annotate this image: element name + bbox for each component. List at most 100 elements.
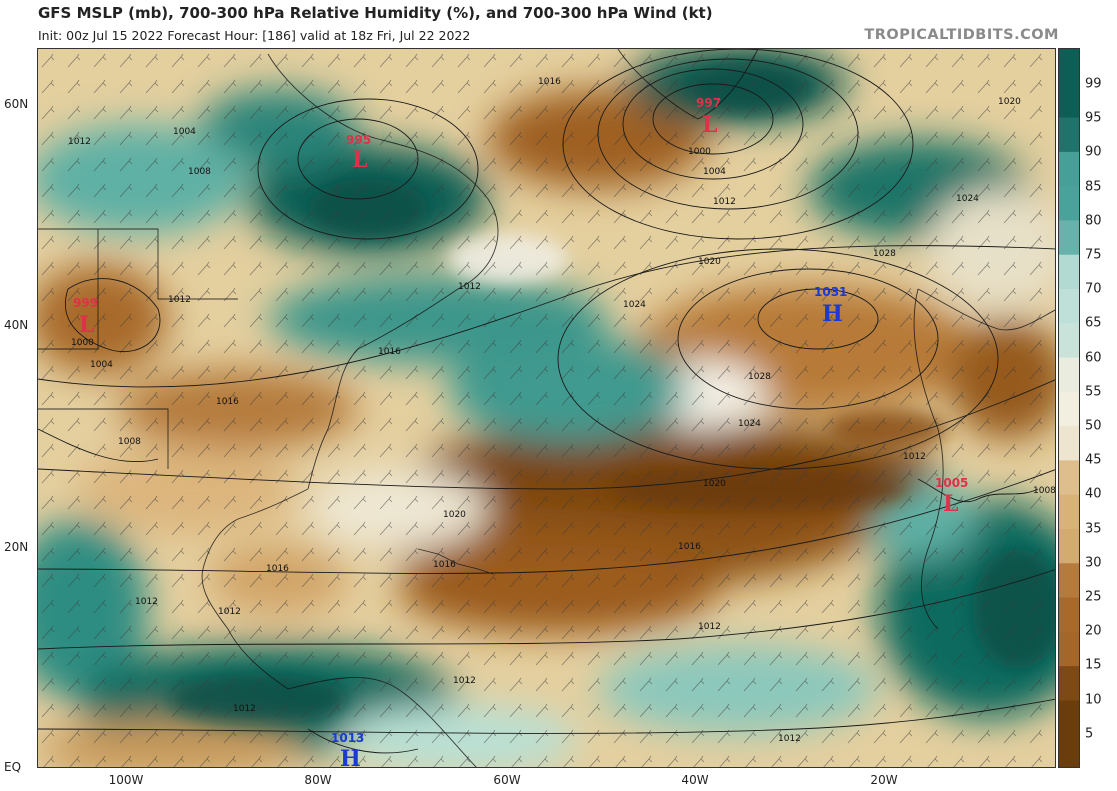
isobar-label: 1020	[443, 510, 466, 520]
svg-text:1013: 1013	[331, 731, 364, 745]
isobar-label: 1004	[703, 167, 726, 177]
isobar-label: 1004	[90, 360, 113, 370]
colorbar-swatch	[1059, 700, 1079, 736]
isobar-label: 1012	[453, 676, 476, 686]
colorbar-swatch	[1059, 460, 1079, 496]
isobar-label: 1028	[748, 372, 771, 382]
isobar-label: 1008	[188, 167, 211, 177]
colorbar-tick-label: 85	[1085, 179, 1102, 195]
colorbar-tick-label: 5	[1085, 726, 1094, 742]
colorbar-swatch	[1059, 220, 1079, 256]
colorbar-tick-label: 25	[1085, 589, 1102, 605]
isobar-label: 1024	[623, 300, 646, 310]
isobar-label: 1024	[956, 194, 979, 204]
colorbar-swatch	[1059, 186, 1079, 221]
map-title: GFS MSLP (mb), 700-300 hPa Relative Humi…	[38, 4, 713, 22]
svg-text:995: 995	[346, 133, 371, 147]
colorbar-tick-label: 65	[1085, 315, 1102, 331]
colorbar-swatch	[1059, 289, 1079, 324]
isobar-label: 1012	[135, 597, 158, 607]
pressure-center-high: 1031 H	[814, 285, 847, 327]
colorbar-tick-label: 45	[1085, 452, 1102, 468]
colorbar-swatch	[1059, 151, 1079, 187]
colorbar-tick-label: 95	[1085, 110, 1102, 126]
isobar-label: 1012	[233, 704, 256, 714]
colorbar-tick-label: 90	[1085, 144, 1102, 160]
isobar-label: 1000	[71, 338, 94, 348]
isobar-label: 1012	[698, 622, 721, 632]
isobar-label: 1012	[458, 282, 481, 292]
svg-text:1005: 1005	[935, 476, 968, 490]
colorbar-swatch	[1059, 323, 1079, 359]
humidity-field: 1012 1008 1004 1000 1004 1012 1016 1020 …	[38, 49, 1055, 768]
colorbar-tick-label: 30	[1085, 555, 1102, 571]
lon-label-100w: 100W	[108, 773, 144, 787]
isobar-label: 1012	[218, 607, 241, 617]
isobar-label: 1020	[698, 257, 721, 267]
coastlines	[38, 49, 1055, 767]
isobar-label: 1016	[378, 347, 401, 357]
isobar-label: 1012	[68, 137, 91, 147]
isobar-label: 1012	[778, 734, 801, 744]
colorbar-tick-label: 70	[1085, 281, 1102, 297]
isobar-label: 1016	[216, 397, 239, 407]
humidity-colorbar	[1058, 48, 1080, 768]
pressure-center-low: 1005 L	[935, 476, 968, 517]
pressure-center-low: 997 L	[696, 96, 721, 138]
colorbar-tick-label: 35	[1085, 521, 1102, 537]
colorbar-swatch	[1059, 83, 1079, 119]
colorbar-swatch	[1059, 254, 1079, 290]
colorbar-tick-label: 80	[1085, 213, 1102, 229]
colorbar-tick-label: 20	[1085, 623, 1102, 639]
isobar-label: 1020	[998, 97, 1021, 107]
colorbar-swatch	[1059, 597, 1079, 633]
brand-watermark: TROPICALTIDBITS.COM	[864, 27, 1059, 43]
svg-text:L: L	[352, 147, 367, 173]
weather-map: 1012 1008 1004 1000 1004 1012 1016 1020 …	[37, 48, 1056, 768]
colorbar-swatch	[1059, 357, 1079, 393]
colorbar-swatch	[1059, 529, 1079, 564]
svg-text:H: H	[340, 746, 361, 768]
colorbar-swatch	[1059, 49, 1079, 84]
lat-label-40n: 40N	[4, 318, 29, 332]
colorbar-swatch	[1059, 494, 1079, 530]
isobar-label: 1028	[873, 249, 896, 259]
svg-text:L: L	[943, 491, 958, 517]
isobar-label: 1012	[903, 452, 926, 462]
isobar-label: 1020	[703, 479, 726, 489]
lat-label-60n: 60N	[4, 97, 29, 111]
colorbar-tick-label: 99	[1085, 76, 1102, 92]
colorbar-swatch	[1059, 666, 1079, 701]
colorbar-tick-label: 10	[1085, 692, 1102, 708]
isobar-label: 1016	[538, 77, 561, 87]
colorbar-tick-label: 60	[1085, 350, 1102, 366]
map-subtitle: Init: 00z Jul 15 2022 Forecast Hour: [18…	[38, 28, 471, 43]
isobar-label: 1016	[433, 560, 456, 570]
isobar-labels: 1012 1008 1004 1000 1004 1012 1016 1020 …	[68, 77, 1055, 744]
svg-text:999: 999	[73, 296, 98, 310]
lon-label-40w: 40W	[681, 773, 709, 787]
colorbar-tick-label: 55	[1085, 384, 1102, 400]
isobar-label: 1016	[266, 564, 289, 574]
isobar-label: 1000	[688, 147, 711, 157]
isobar-label: 1024	[738, 419, 761, 429]
lon-label-20w: 20W	[870, 773, 898, 787]
pressure-center-high: 1013 H	[331, 731, 364, 768]
isobar-label: 1008	[118, 437, 141, 447]
colorbar-tick-label: 50	[1085, 418, 1102, 434]
colorbar-swatch	[1059, 391, 1079, 427]
colorbar-swatch	[1059, 563, 1079, 599]
isobar-label: 1016	[678, 542, 701, 552]
lat-label-20n: 20N	[4, 540, 29, 554]
isobar-label: 1012	[168, 295, 191, 305]
colorbar-tick-label: 40	[1085, 486, 1102, 502]
lon-label-60w: 60W	[493, 773, 521, 787]
svg-text:L: L	[79, 312, 94, 338]
svg-text:997: 997	[696, 96, 721, 110]
svg-text:1031: 1031	[814, 285, 847, 299]
pressure-center-low: 995 L	[346, 133, 371, 173]
isobar-contours	[38, 49, 1055, 754]
svg-text:H: H	[822, 301, 843, 327]
isobar-label: 1004	[173, 127, 196, 137]
colorbar-swatch	[1059, 117, 1079, 153]
